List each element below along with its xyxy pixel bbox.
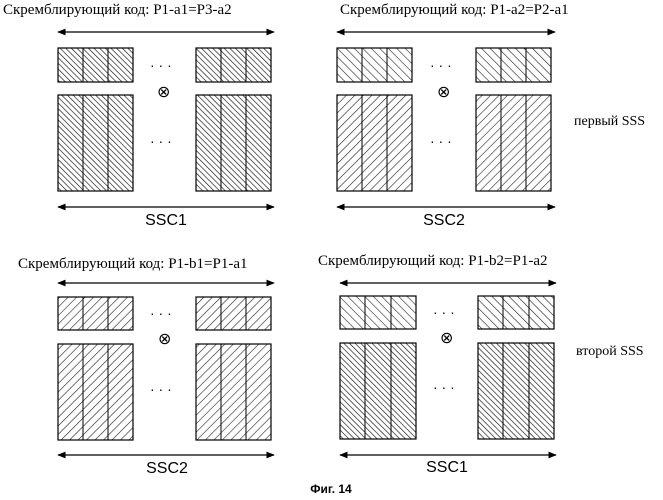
large-block-left: [58, 95, 133, 191]
ssc-label: SSC2: [423, 212, 465, 229]
large-block-right: [196, 95, 271, 191]
large-block-right: [476, 95, 551, 191]
small-block-left: [58, 297, 133, 330]
ellipsis: · · ·: [433, 379, 455, 395]
small-block-right: [196, 297, 271, 330]
multiply-icon: ⊗: [158, 331, 171, 348]
multiply-icon: ⊗: [437, 84, 450, 101]
ellipsis: · · ·: [430, 133, 452, 149]
ssc-label: SSC2: [146, 460, 188, 477]
small-block-left: [340, 296, 416, 329]
small-block-right: [478, 296, 554, 329]
small-block-right: [476, 48, 551, 82]
ellipsis: · · ·: [430, 57, 452, 73]
scrambling-code-label: Скремблирующий код: P1-a1=P3-a2: [3, 2, 232, 18]
multiply-icon: ⊗: [440, 330, 453, 347]
panel-1: Скремблирующий код: P1-a1=P3-a2 · · · ⊗ …: [3, 2, 274, 229]
ellipsis: · · ·: [433, 304, 455, 320]
scrambling-code-label: Скремблирующий код: P1-b2=P1-a2: [318, 253, 548, 269]
panel-2: Скремблирующий код: P1-a2=P2-a1 · · · ⊗ …: [337, 2, 569, 229]
ellipsis: · · ·: [150, 133, 172, 149]
multiply-icon: ⊗: [157, 84, 170, 101]
small-block-left: [337, 48, 412, 82]
ellipsis: · · ·: [150, 381, 172, 397]
panel-3: Скремблирующий код: P1-b1=P1-a1 · · · ⊗ …: [18, 256, 274, 477]
large-block-left: [337, 95, 412, 191]
small-block-right: [196, 48, 271, 82]
panel-4: Скремблирующий код: P1-b2=P1-a2 · · · ⊗ …: [318, 253, 556, 476]
small-block-left: [58, 48, 133, 82]
large-block-left: [58, 344, 133, 440]
scrambling-code-label: Скремблирующий код: P1-b1=P1-a1: [18, 256, 248, 272]
ellipsis: · · ·: [150, 305, 172, 321]
ellipsis: · · ·: [150, 57, 172, 73]
large-block-left: [340, 343, 416, 439]
row-label-second-sss: второй SSS: [576, 344, 644, 359]
ssc-label: SSC1: [145, 212, 187, 229]
ssc-label: SSC1: [426, 459, 468, 476]
row-label-first-sss: первый SSS: [574, 114, 645, 129]
scrambling-code-label: Скремблирующий код: P1-a2=P2-a1: [340, 2, 569, 18]
figure-caption: Фиг. 14: [310, 482, 352, 496]
large-block-right: [196, 344, 271, 440]
large-block-right: [478, 343, 554, 439]
